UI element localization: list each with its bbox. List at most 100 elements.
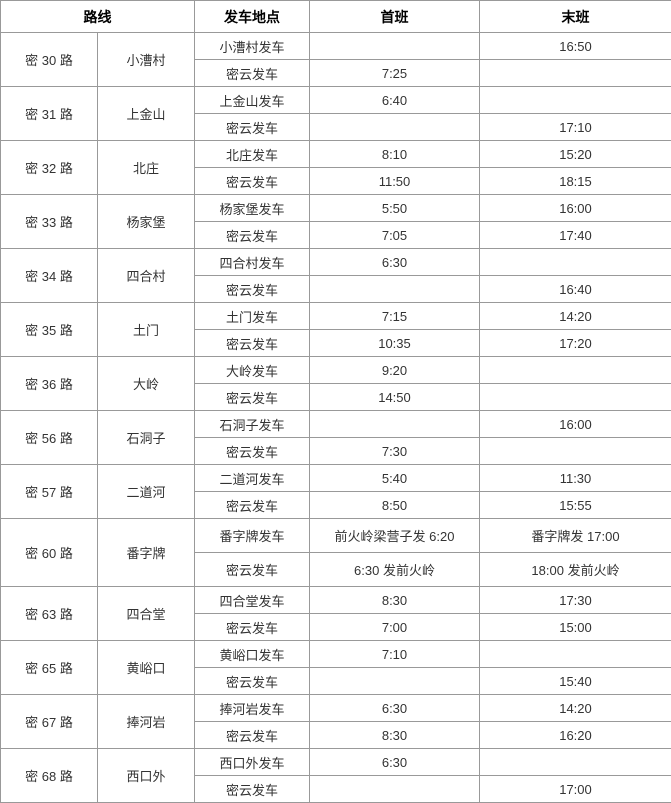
table-row: 密 56 路石洞子石洞子发车16:00 (1, 411, 671, 438)
departure-cell: 密云发车 (195, 330, 310, 357)
first-bus-cell: 7:05 (310, 222, 480, 249)
departure-cell: 密云发车 (195, 168, 310, 195)
last-bus-cell (480, 249, 671, 276)
route-cell: 密 68 路 (1, 749, 98, 803)
first-bus-cell: 7:00 (310, 614, 480, 641)
route-cell: 密 30 路 (1, 33, 98, 87)
departure-cell: 黄峪口发车 (195, 641, 310, 668)
first-bus-cell: 10:35 (310, 330, 480, 357)
table-row: 密 67 路捧河岩捧河岩发车6:3014:20 (1, 695, 671, 722)
route-cell: 密 60 路 (1, 519, 98, 587)
last-bus-cell: 18:00 发前火岭 (480, 553, 671, 587)
last-bus-cell: 15:40 (480, 668, 671, 695)
last-bus-cell: 16:40 (480, 276, 671, 303)
first-bus-cell: 6:30 (310, 695, 480, 722)
route-cell: 密 35 路 (1, 303, 98, 357)
departure-cell: 上金山发车 (195, 87, 310, 114)
destination-cell: 小漕村 (98, 33, 195, 87)
table-row: 密 34 路四合村四合村发车6:30 (1, 249, 671, 276)
first-bus-cell: 5:50 (310, 195, 480, 222)
last-bus-cell (480, 749, 671, 776)
last-bus-cell (480, 438, 671, 465)
bus-schedule-table: 路线 发车地点 首班 末班 密 30 路小漕村小漕村发车16:50密云发车7:2… (0, 0, 671, 803)
last-bus-cell: 16:50 (480, 33, 671, 60)
first-bus-cell (310, 114, 480, 141)
departure-cell: 密云发车 (195, 614, 310, 641)
header-departure: 发车地点 (195, 1, 310, 33)
table-row: 密 60 路番字牌番字牌发车前火岭梁营子发 6:20番字牌发 17:00 (1, 519, 671, 553)
last-bus-cell (480, 357, 671, 384)
first-bus-cell: 8:30 (310, 722, 480, 749)
departure-cell: 捧河岩发车 (195, 695, 310, 722)
first-bus-cell: 7:10 (310, 641, 480, 668)
destination-cell: 上金山 (98, 87, 195, 141)
route-cell: 密 57 路 (1, 465, 98, 519)
departure-cell: 密云发车 (195, 438, 310, 465)
last-bus-cell: 番字牌发 17:00 (480, 519, 671, 553)
departure-cell: 密云发车 (195, 276, 310, 303)
table-row: 密 31 路上金山上金山发车6:40 (1, 87, 671, 114)
table-row: 密 57 路二道河二道河发车5:4011:30 (1, 465, 671, 492)
route-cell: 密 32 路 (1, 141, 98, 195)
last-bus-cell: 14:20 (480, 303, 671, 330)
last-bus-cell (480, 641, 671, 668)
first-bus-cell (310, 668, 480, 695)
first-bus-cell: 8:30 (310, 587, 480, 614)
table-row: 密 35 路土门土门发车7:1514:20 (1, 303, 671, 330)
table-row: 密 65 路黄峪口黄峪口发车7:10 (1, 641, 671, 668)
last-bus-cell (480, 60, 671, 87)
destination-cell: 捧河岩 (98, 695, 195, 749)
table-row: 密 63 路四合堂四合堂发车8:3017:30 (1, 587, 671, 614)
last-bus-cell: 14:20 (480, 695, 671, 722)
first-bus-cell: 7:25 (310, 60, 480, 87)
last-bus-cell (480, 87, 671, 114)
header-row: 路线 发车地点 首班 末班 (1, 1, 671, 33)
table-row: 密 36 路大岭大岭发车9:20 (1, 357, 671, 384)
first-bus-cell (310, 411, 480, 438)
departure-cell: 密云发车 (195, 553, 310, 587)
destination-cell: 杨家堡 (98, 195, 195, 249)
destination-cell: 土门 (98, 303, 195, 357)
departure-cell: 密云发车 (195, 776, 310, 803)
destination-cell: 番字牌 (98, 519, 195, 587)
destination-cell: 西口外 (98, 749, 195, 803)
route-cell: 密 33 路 (1, 195, 98, 249)
header-last: 末班 (480, 1, 671, 33)
last-bus-cell: 17:40 (480, 222, 671, 249)
destination-cell: 四合村 (98, 249, 195, 303)
first-bus-cell: 5:40 (310, 465, 480, 492)
first-bus-cell: 14:50 (310, 384, 480, 411)
last-bus-cell (480, 384, 671, 411)
destination-cell: 石洞子 (98, 411, 195, 465)
departure-cell: 北庄发车 (195, 141, 310, 168)
route-cell: 密 36 路 (1, 357, 98, 411)
first-bus-cell: 7:15 (310, 303, 480, 330)
last-bus-cell: 11:30 (480, 465, 671, 492)
first-bus-cell: 6:30 (310, 249, 480, 276)
departure-cell: 四合堂发车 (195, 587, 310, 614)
first-bus-cell: 9:20 (310, 357, 480, 384)
departure-cell: 杨家堡发车 (195, 195, 310, 222)
route-cell: 密 56 路 (1, 411, 98, 465)
first-bus-cell: 前火岭梁营子发 6:20 (310, 519, 480, 553)
destination-cell: 黄峪口 (98, 641, 195, 695)
last-bus-cell: 17:20 (480, 330, 671, 357)
departure-cell: 西口外发车 (195, 749, 310, 776)
route-cell: 密 63 路 (1, 587, 98, 641)
last-bus-cell: 17:30 (480, 587, 671, 614)
route-cell: 密 65 路 (1, 641, 98, 695)
departure-cell: 密云发车 (195, 222, 310, 249)
last-bus-cell: 15:55 (480, 492, 671, 519)
first-bus-cell (310, 776, 480, 803)
table-body: 密 30 路小漕村小漕村发车16:50密云发车7:25密 31 路上金山上金山发… (1, 33, 671, 803)
table-row: 密 32 路北庄北庄发车8:1015:20 (1, 141, 671, 168)
first-bus-cell: 6:30 (310, 749, 480, 776)
departure-cell: 番字牌发车 (195, 519, 310, 553)
table-row: 密 33 路杨家堡杨家堡发车5:5016:00 (1, 195, 671, 222)
last-bus-cell: 15:00 (480, 614, 671, 641)
last-bus-cell: 18:15 (480, 168, 671, 195)
destination-cell: 北庄 (98, 141, 195, 195)
last-bus-cell: 15:20 (480, 141, 671, 168)
destination-cell: 二道河 (98, 465, 195, 519)
departure-cell: 密云发车 (195, 60, 310, 87)
